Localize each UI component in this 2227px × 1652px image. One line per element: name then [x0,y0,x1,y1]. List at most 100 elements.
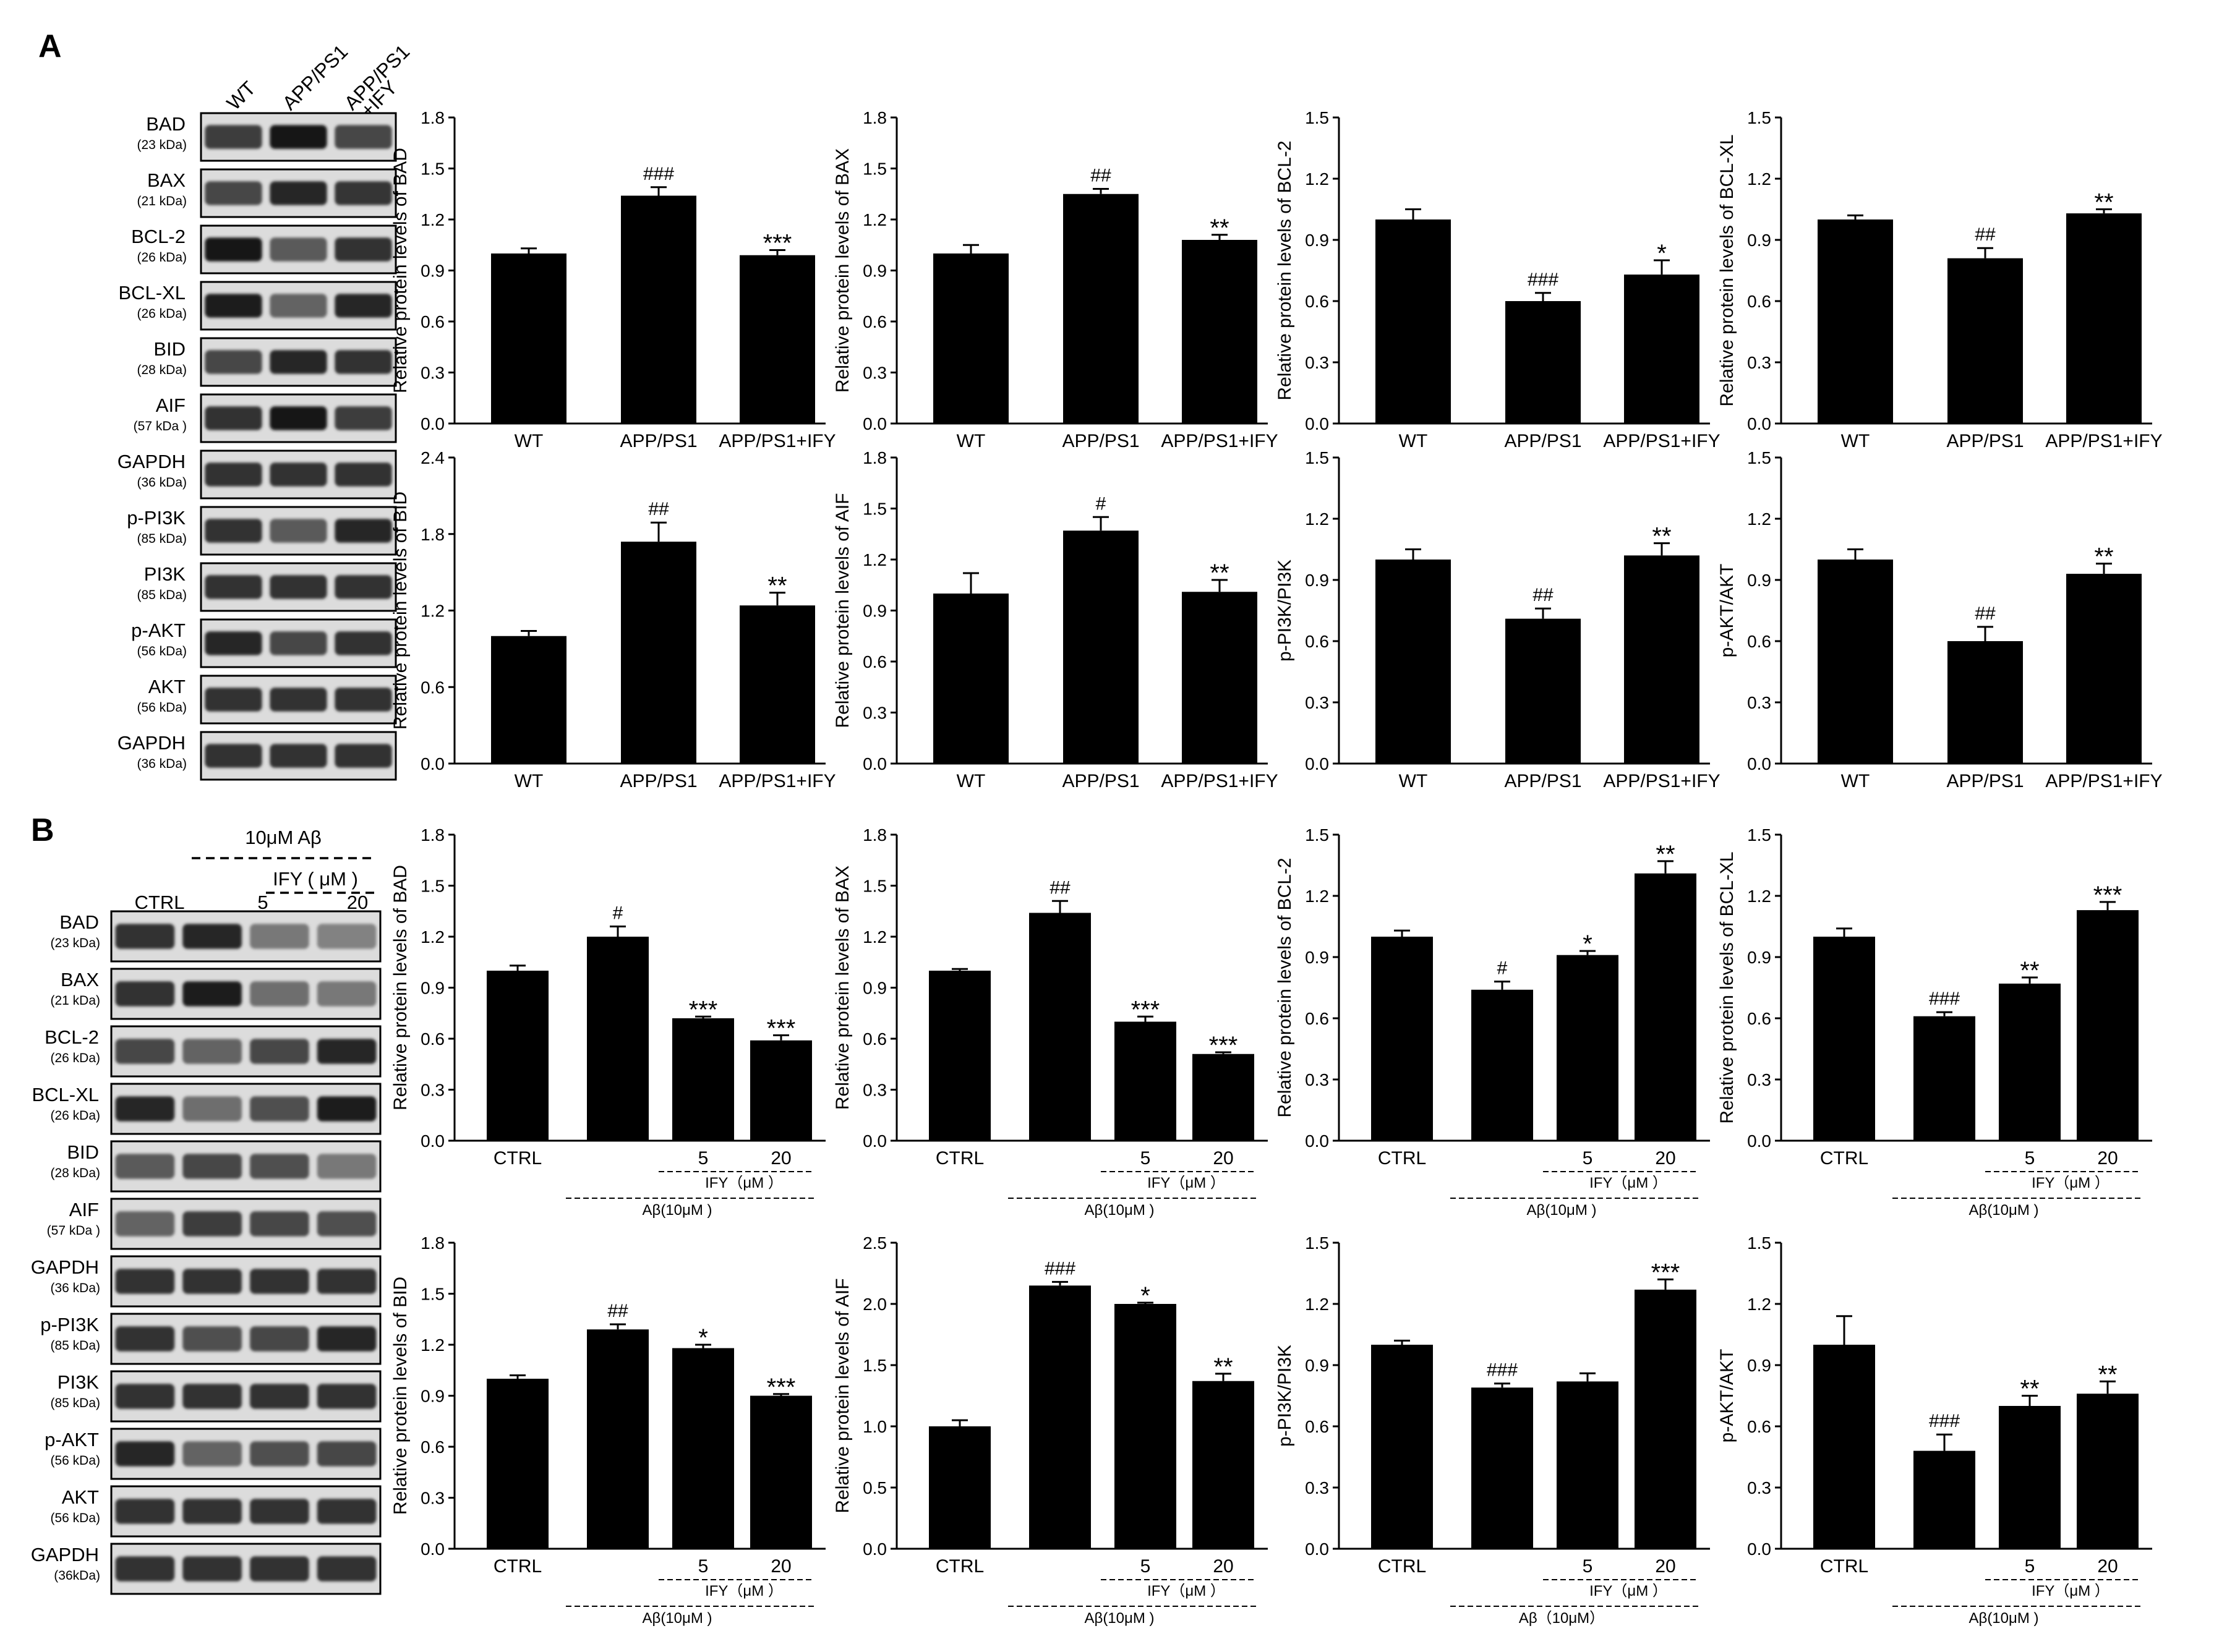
blot-band [182,981,242,1007]
blot-band [250,1499,309,1524]
blot-protein-label: p-PI3K [127,507,186,529]
blot-kda-label: (28 kDa) [50,1166,100,1180]
blot-protein-label: PI3K [144,563,186,585]
group-label-abeta: Aβ(10μM ) [1969,1202,2039,1219]
blot-row: BCL-2 (26 kDa) [131,224,397,275]
blot-row: BCL-XL (26 kDa) [32,1083,382,1135]
blot-kda-label: (36 kDa) [137,757,187,771]
y-tick-label: 1.8 [421,825,445,845]
blot-protein-label: p-AKT [45,1429,99,1450]
y-tick-label: 1.2 [863,550,887,569]
x-tick-label: APP/PS1 [1946,431,2024,451]
bar [1029,913,1091,1141]
x-tick-label: APP/PS1+IFY [2045,431,2162,451]
significance-mark: * [698,1324,708,1352]
blot-band [182,1154,242,1179]
blot-band [250,1269,309,1294]
blot-band [270,350,327,374]
bar [587,937,649,1141]
y-tick-label: 1.5 [1305,1233,1329,1253]
blot-band [250,1441,309,1467]
x-tick-label: 5 [2025,1148,2035,1169]
blot-band [250,1384,309,1409]
y-tick-label: 0.3 [1747,353,1771,372]
y-tick-label: 1.8 [421,525,445,544]
x-tick-label: APP/PS1+IFY [2045,771,2162,791]
bar [1063,530,1139,764]
blot-row: BCL-2 (26 kDa) [45,1025,382,1078]
significance-mark: ## [1975,603,1996,624]
y-tick-label: 1.2 [1305,169,1329,189]
x-tick-label: WT [515,431,544,451]
y-axis-label: p-PI3K/PI3K [1275,560,1295,662]
y-tick-label: 0.0 [421,414,445,433]
y-tick-label: 2.4 [421,448,445,467]
y-tick-label: 0.6 [863,312,887,331]
blot-band [250,1556,309,1582]
y-tick-label: 0.6 [1747,1417,1771,1436]
blot-band [270,688,327,712]
blot-band [115,1499,175,1524]
blot-band [115,1556,175,1582]
group-label-ify: IFY（μM ） [1147,1175,1225,1191]
significance-mark: ** [767,573,787,600]
y-tick-label: 1.5 [1305,448,1329,467]
y-tick-label: 0.3 [1747,693,1771,712]
bar [1624,555,1699,764]
y-tick-label: 1.5 [1305,108,1329,127]
y-tick-label: 1.8 [863,825,887,845]
blot-protein-label: BCL-2 [45,1026,99,1048]
bar [740,255,815,424]
group-label-abeta: Aβ(10μM ) [643,1610,712,1627]
x-tick-label: APP/PS1 [620,771,697,791]
blot-row: PI3K (85 kDa) [50,1370,382,1423]
y-tick-label: 0.3 [1305,1478,1329,1497]
blot-row: AKT (56 kDa) [137,675,397,725]
bar-chart: 0.0 0.3 0.6 0.9 1.2 1.5 Relative protein level… [1717,108,2163,451]
bar [1947,641,2023,764]
x-tick-label: 20 [771,1148,791,1169]
y-tick-label: 0.9 [421,262,445,281]
group-label-abeta: Aβ(10μM ) [1527,1202,1597,1219]
blot-band [335,519,392,543]
x-tick-label: 5 [1583,1148,1593,1169]
bar [621,195,696,424]
blot-band [335,744,392,768]
significance-mark: ## [1532,585,1554,605]
x-tick-label: 20 [1213,1556,1233,1577]
x-tick-label: 20 [1655,1148,1675,1169]
significance-mark: ## [1090,166,1111,186]
bar [1371,1345,1433,1549]
bar-chart: 0.0 0.3 0.6 0.9 1.2 1.5 1.8 Relative protein le… [832,108,1278,451]
blot-band [250,1211,309,1237]
x-tick-label: APP/PS1+IFY [719,431,836,451]
bar [1557,955,1618,1141]
blot-protein-label: p-AKT [131,620,186,641]
blot-band [205,688,262,712]
y-tick-label: 0.0 [863,1539,887,1559]
significance-mark: *** [1209,1032,1238,1059]
y-tick-label: 0.0 [863,1131,887,1151]
blot-band [250,1154,309,1179]
blot-band [205,181,262,205]
y-tick-label: 0.0 [421,1131,445,1151]
significance-mark: ** [2094,189,2113,216]
bar [1635,873,1696,1141]
blot-band [115,1384,175,1409]
bar [1947,258,2023,424]
x-tick-label: WT [1841,431,1870,451]
y-tick-label: 1.5 [1747,448,1771,467]
blot-band [182,1269,242,1294]
blot-kda-label: (56 kDa) [50,1454,100,1468]
western-blots: BAD(23 kDa)BAX(21 kDa)BCL-2(26 kDa)BCL-X… [31,40,414,1595]
y-tick-label: 0.0 [1305,414,1329,433]
y-tick-label: 0.3 [1305,693,1329,712]
blot-band [335,631,392,655]
blot-band [317,1441,377,1467]
group-label-abeta: Aβ(10μM ) [643,1202,712,1219]
bar [491,636,566,764]
blot-protein-label: AIF [156,394,186,416]
bar [1375,219,1451,424]
x-tick-label: 20 [2097,1556,2118,1577]
